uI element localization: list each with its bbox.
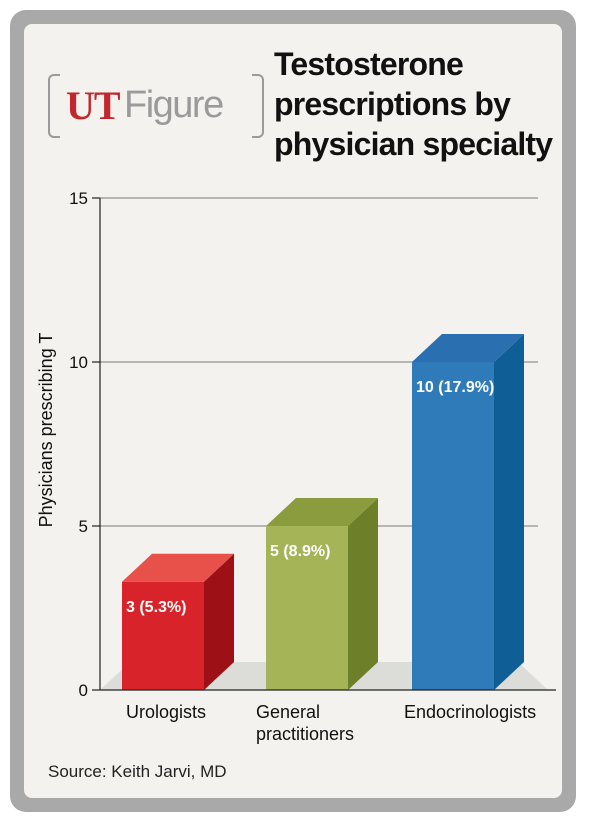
y-tick-label-0: 0 [79,681,88,700]
bar-side-general-practitioners [348,498,378,690]
bar-top-general-practitioners [266,498,378,526]
data-label-urologists: 3 (5.3%) [126,599,186,616]
logo-figure: Figure [124,84,224,126]
chart-title-line-1: Testosterone [274,46,464,82]
source-note: Source: Keith Jarvi, MD [48,762,227,781]
y-tick-label-15: 15 [69,189,88,208]
data-label-endocrinologists: 10 (17.9%) [416,379,494,396]
chart-title-line-3: physician specialty [274,126,553,162]
bar-top-urologists [122,553,234,582]
chart-title-line-2: prescriptions by [274,86,511,122]
category-label-endocrinologists: Endocrinologists [404,702,536,722]
bar-general-practitioners [266,526,348,690]
logo-ut: UT [66,83,121,128]
bar-top-endocrinologists [412,334,524,362]
y-axis-label: Physicians prescribing T [36,333,56,528]
ut-figure-logo: UT Figure [48,74,264,138]
y-tick-label-5: 5 [79,517,88,536]
chart-title: Testosterone prescriptions by physician … [274,44,564,164]
bar-side-urologists [204,553,234,690]
bar-urologists [122,581,204,690]
bar-side-endocrinologists [494,334,524,690]
category-label-general-practitioners: General practitioners [256,702,354,744]
y-tick-label-10: 10 [69,353,88,372]
right-bracket [252,74,264,138]
left-bracket [48,74,60,138]
bar-endocrinologists [412,362,494,690]
data-label-general-practitioners: 5 (8.9%) [270,543,330,560]
category-label-urologists: Urologists [126,702,206,722]
